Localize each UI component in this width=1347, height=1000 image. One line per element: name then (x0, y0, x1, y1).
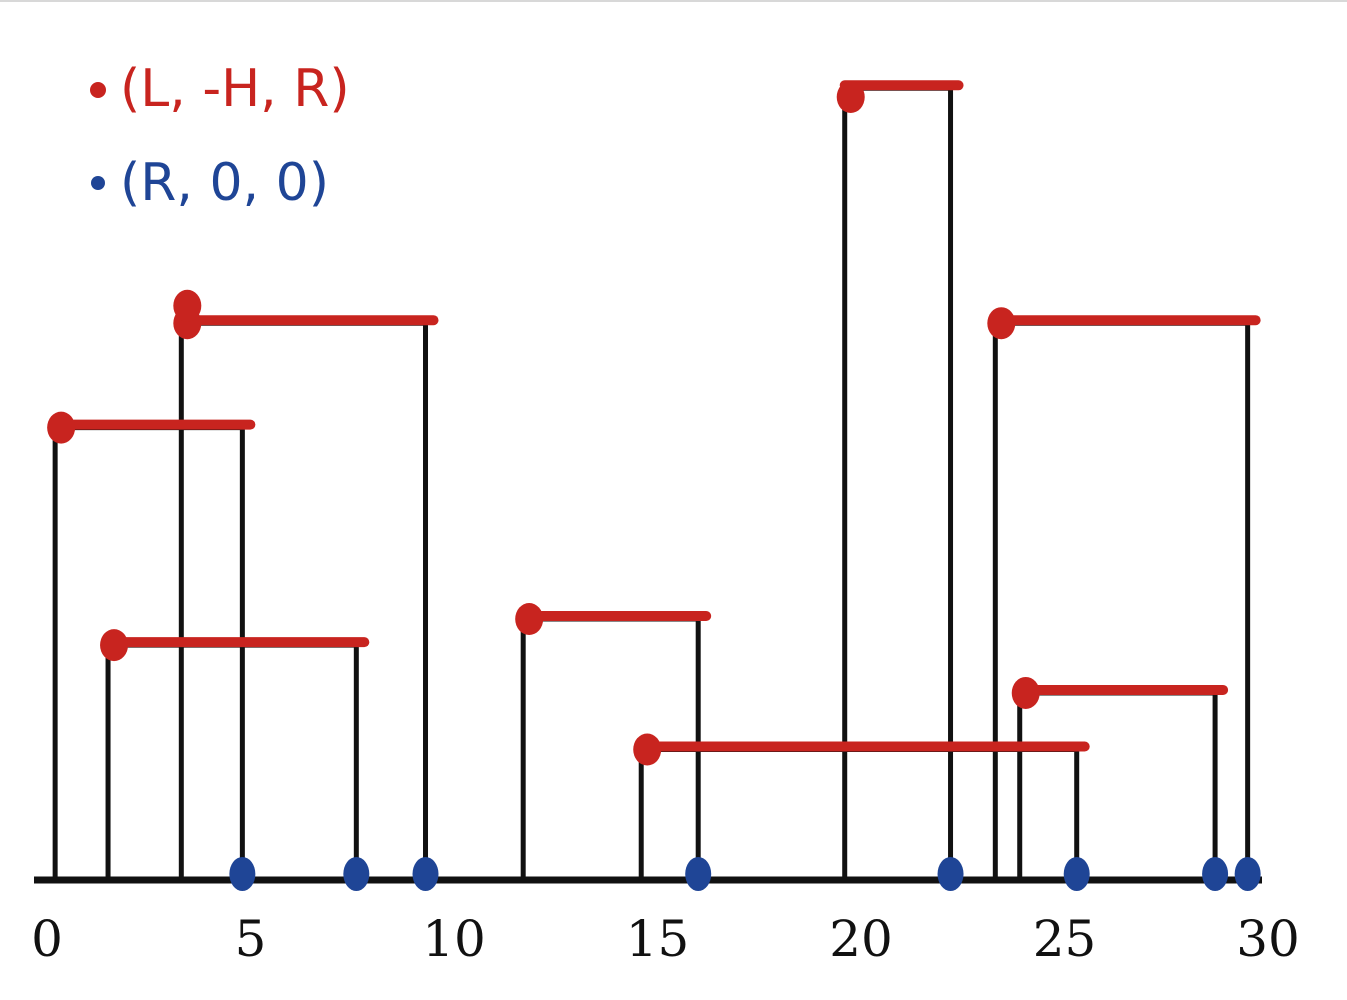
red-markers-layer (47, 81, 1040, 766)
blue-marker-8 (1234, 857, 1261, 891)
x-tick-label-10: 10 (422, 910, 486, 968)
red-marker-8 (987, 307, 1016, 340)
x-tick-label-15: 15 (626, 910, 690, 968)
building-outline-1 (52, 425, 245, 880)
blue-marker-4 (685, 857, 712, 891)
legend-blue-label: (R, 0, 0) (120, 153, 329, 213)
x-tick-label-25: 25 (1033, 910, 1097, 968)
blue-marker-5 (937, 857, 964, 891)
x-tick-label-20: 20 (829, 910, 893, 968)
legend-red-dot (90, 82, 106, 98)
red-marker-1 (47, 411, 76, 444)
blue-marker-7 (1202, 857, 1229, 891)
blue-marker-6 (1063, 857, 1090, 891)
red-marker-7 (836, 81, 865, 113)
red-lines-layer (50, 80, 1261, 752)
red-marker-9 (1011, 676, 1040, 709)
x-tick-label-30: 30 (1236, 910, 1300, 968)
x-tick-label-0: 0 (31, 910, 63, 968)
legend-red-label: (L, -H, R) (120, 59, 350, 119)
x-axis-tick-labels: 0 5 10 15 20 25 30 (31, 910, 1300, 968)
legend: (L, -H, R) (R, 0, 0) (90, 59, 350, 213)
building-outline-7 (992, 320, 1251, 880)
blue-markers-layer (229, 857, 1261, 891)
x-tick-label-5: 5 (235, 910, 267, 968)
blue-marker-1 (229, 857, 256, 891)
building-outline-2 (105, 642, 359, 880)
top-border (0, 0, 1347, 2)
red-marker-6 (633, 733, 662, 766)
red-marker-5 (515, 603, 544, 635)
red-marker-2 (100, 629, 129, 662)
building-outline-5 (638, 747, 1080, 880)
blue-marker-2 (343, 857, 370, 891)
red-marker-4 (173, 289, 202, 322)
legend-blue-dot (91, 176, 105, 190)
building-outline-6 (842, 85, 954, 880)
building-outline-8 (1017, 690, 1218, 880)
buildings-layer (52, 85, 1251, 880)
blue-marker-3 (412, 857, 439, 891)
building-outline-3 (178, 320, 429, 880)
